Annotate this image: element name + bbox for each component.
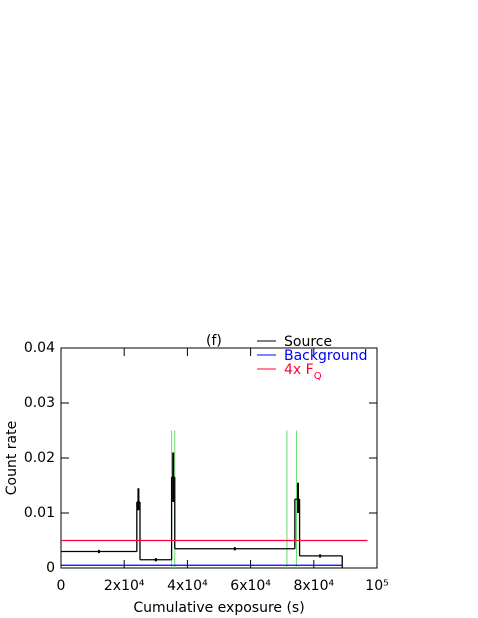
y-tick-label: 0.01 — [24, 505, 55, 521]
x-axis-label: Cumulative exposure (s) — [133, 600, 304, 616]
y-axis-label: Count rate — [4, 421, 20, 495]
legend-label: 4x FQ — [284, 362, 322, 382]
plot-frame — [60, 347, 378, 569]
x-tick-label: 2x10⁴ — [104, 578, 145, 594]
legend-subscript: Q — [314, 371, 322, 382]
y-tick-label: 0.04 — [24, 340, 55, 356]
x-tick-label: 6x10⁴ — [230, 578, 271, 594]
legend-text: Source — [284, 334, 332, 350]
x-tick-label: 10⁵ — [365, 578, 388, 594]
x-tick-label: 4x10⁴ — [167, 578, 208, 594]
y-tick-label: 0.02 — [24, 450, 55, 466]
x-tick-label: 8x10⁴ — [293, 578, 334, 594]
x-tick-label: 0 — [57, 578, 66, 594]
legend-text: Background — [284, 348, 368, 364]
y-tick-label: 0 — [46, 560, 55, 576]
annotation: (f) — [206, 333, 222, 349]
y-tick-label: 0.03 — [24, 395, 55, 411]
legend-text: 4x F — [284, 362, 314, 378]
legend-label: Source — [284, 334, 332, 350]
legend-label: Background — [284, 348, 368, 364]
